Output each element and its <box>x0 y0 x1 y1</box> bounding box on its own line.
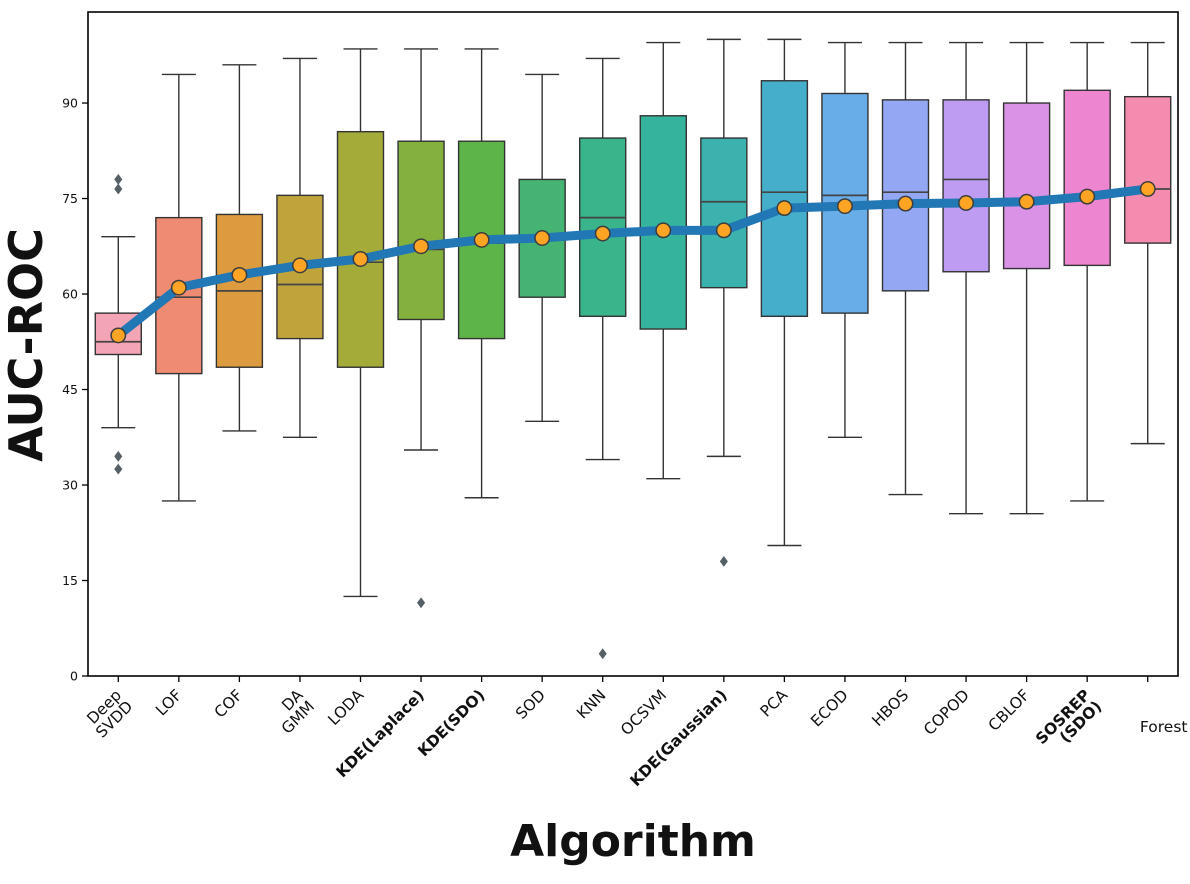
x-tick-label: COF <box>211 686 246 721</box>
box-group <box>336 48 385 598</box>
x-tick-label-line: COPOD <box>920 686 973 739</box>
outlier-diamond <box>114 173 123 185</box>
mean-line-layer <box>110 181 1156 344</box>
plot-frame <box>87 11 1179 677</box>
x-tick-label-line: LOF <box>152 686 185 719</box>
y-tick-label: 30 <box>62 478 78 493</box>
mean-marker <box>473 231 490 248</box>
x-tick-label-line: COF <box>211 686 246 721</box>
mean-marker <box>352 251 369 267</box>
x-tick-label: SOSREP(SDO) <box>1032 686 1105 748</box>
box-group <box>579 57 627 660</box>
box-rect <box>700 137 748 289</box>
y-tick-label: 60 <box>62 287 78 302</box>
y-axis-ticks: 0 15 30 45 60 75 90 <box>62 96 88 684</box>
box-group <box>821 41 869 438</box>
x-tick-label: KNN <box>573 686 609 722</box>
mean-marker <box>655 222 672 239</box>
outlier-diamond <box>114 450 123 462</box>
box-group <box>639 41 687 480</box>
box-rect <box>1124 95 1172 244</box>
box-rect <box>397 140 445 321</box>
mean-marker <box>1079 188 1096 205</box>
box-group <box>1063 41 1111 502</box>
box-rect <box>1063 89 1111 267</box>
mean-marker <box>958 195 975 211</box>
y-tick-label: 0 <box>70 669 78 684</box>
box-group <box>276 57 324 438</box>
outlier-diamond <box>598 648 607 660</box>
box-group <box>1002 41 1051 515</box>
outlier-diamond <box>417 597 426 609</box>
y-axis-label: AUC-ROC <box>0 228 53 462</box>
mean-marker <box>897 195 914 212</box>
mean-marker <box>413 238 430 255</box>
x-tick-label: Forest <box>1140 718 1188 736</box>
outlier-diamond <box>719 555 728 567</box>
mean-marker <box>534 230 551 246</box>
box-rect <box>942 99 990 273</box>
x-tick-label: LOF <box>152 686 185 719</box>
box-group <box>942 41 990 515</box>
box-group <box>457 48 506 499</box>
x-tick-label: COPOD <box>920 686 973 739</box>
mean-marker <box>594 225 611 242</box>
x-tick-label: ECOD <box>807 686 851 730</box>
box-rect <box>881 99 930 292</box>
x-tick-label-line: PCA <box>757 686 792 721</box>
x-tick-label: PCA <box>757 686 792 721</box>
x-tick-label-line: OCSVM <box>617 686 670 739</box>
mean-marker <box>1139 181 1156 197</box>
mean-marker <box>231 266 248 283</box>
box-rect <box>336 130 385 368</box>
mean-marker <box>291 257 308 274</box>
outlier-diamond <box>114 183 123 195</box>
mean-marker <box>1018 193 1035 210</box>
mean-line <box>113 184 1153 340</box>
x-tick-label-line: KNN <box>573 686 609 722</box>
mean-marker <box>715 222 732 239</box>
x-tick-label-line: CBLOF <box>985 686 1034 735</box>
x-tick-label-line: ECOD <box>807 686 851 730</box>
box-rect <box>639 115 687 330</box>
x-axis-label: Algorithm <box>510 816 756 867</box>
x-tick-label: LODA <box>325 686 368 729</box>
box-group <box>881 41 930 496</box>
box-rect <box>1002 102 1051 270</box>
box-group <box>760 38 809 547</box>
y-tick-label: 45 <box>62 382 78 397</box>
y-tick-label: 90 <box>62 96 78 111</box>
y-tick-label: 15 <box>62 573 78 588</box>
mean-marker <box>110 327 127 344</box>
box-group <box>700 38 748 567</box>
x-tick-label: SOD <box>512 686 549 723</box>
x-tick-label-line: SOD <box>512 686 549 723</box>
boxes-layer <box>94 38 1172 660</box>
mean-marker <box>170 279 187 296</box>
box-rect <box>760 80 809 318</box>
box-group <box>397 48 445 609</box>
box-group <box>215 64 264 432</box>
x-tick-label-line: LODA <box>325 686 368 729</box>
box-group <box>1124 41 1172 445</box>
x-tick-label: CBLOF <box>985 686 1034 735</box>
x-tick-label-line: HBOS <box>868 686 912 730</box>
y-tick-label: 75 <box>62 191 78 206</box>
outlier-diamond <box>114 463 123 475</box>
x-tick-label: HBOS <box>868 686 912 730</box>
x-tick-label: OCSVM <box>617 686 670 739</box>
mean-marker <box>776 200 793 217</box>
box-group <box>518 73 566 423</box>
mean-marker <box>836 198 853 215</box>
